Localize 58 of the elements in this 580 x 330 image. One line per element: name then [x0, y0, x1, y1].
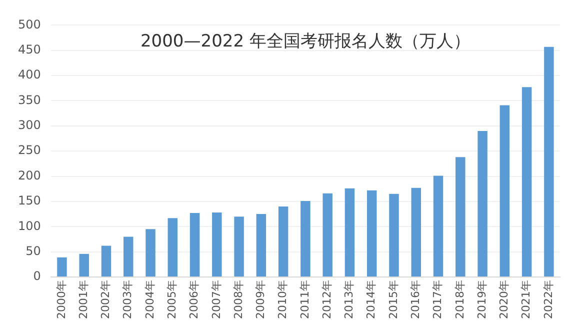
x-tick-label: 2003年: [121, 280, 134, 320]
x-tick-label: 2014年: [364, 280, 378, 320]
bar: [344, 188, 355, 277]
bar: [256, 214, 266, 277]
x-tick-label: 2004年: [143, 280, 156, 320]
y-tick-label: 200: [18, 168, 41, 182]
y-tick-label: 250: [18, 143, 41, 158]
x-tick-label: 2009年: [254, 280, 268, 320]
bar: [101, 246, 112, 277]
y-tick-label: 300: [18, 118, 41, 132]
bar: [411, 188, 421, 277]
y-tick-label: 400: [18, 68, 41, 82]
y-tick-label: 450: [18, 42, 41, 57]
bar: [500, 105, 510, 277]
bar: [234, 216, 244, 277]
x-tick-label: 2022年: [542, 280, 555, 320]
x-tick-label: 2011年: [298, 280, 312, 320]
x-tick-label: 2006年: [188, 280, 201, 320]
x-tick-label: 2013年: [342, 280, 356, 320]
chart-title: 2000—2022 年全国考研报名人数（万人）: [140, 32, 470, 52]
y-tick-label: 150: [18, 194, 41, 208]
bar: [278, 206, 288, 277]
bar: [433, 176, 444, 277]
x-tick-label: 2000年: [54, 280, 68, 320]
y-tick-label: 500: [18, 17, 41, 32]
bar: [79, 254, 89, 277]
bar: [478, 130, 488, 277]
bar: [124, 236, 134, 277]
x-tick-label: 2016年: [408, 280, 422, 320]
bar: [146, 229, 156, 277]
bar: [168, 218, 178, 277]
bar: [522, 87, 532, 277]
y-tick-label: 0: [33, 269, 41, 284]
x-tick-label: 2008年: [232, 280, 245, 320]
bar: [389, 194, 399, 277]
x-tick-label: 2015年: [386, 280, 400, 320]
x-tick-label: 2001年: [76, 280, 90, 320]
x-tick-label: 2020年: [498, 280, 511, 320]
bar: [190, 213, 200, 277]
x-tick-label: 2010年: [276, 280, 290, 320]
bar: [544, 46, 554, 277]
x-tick-label: 2012年: [320, 280, 334, 320]
bar: [322, 193, 332, 277]
x-tick-label: 2005年: [166, 280, 179, 320]
x-tick-label: 2019年: [475, 280, 488, 320]
bar: [300, 200, 310, 277]
bar: [366, 190, 377, 277]
x-tick-label: 2017年: [431, 280, 444, 320]
x-tick-label: 2002年: [99, 280, 112, 320]
x-tick-label: 2018年: [453, 280, 466, 320]
bar: [212, 212, 222, 277]
y-tick-label: 350: [18, 92, 41, 107]
bar: [57, 257, 67, 277]
y-tick-label: 50: [26, 244, 41, 258]
x-tick-label: 2007年: [210, 280, 223, 320]
bar: [456, 157, 466, 277]
y-tick-label: 100: [18, 218, 41, 233]
x-tick-label: 2021年: [520, 280, 533, 320]
